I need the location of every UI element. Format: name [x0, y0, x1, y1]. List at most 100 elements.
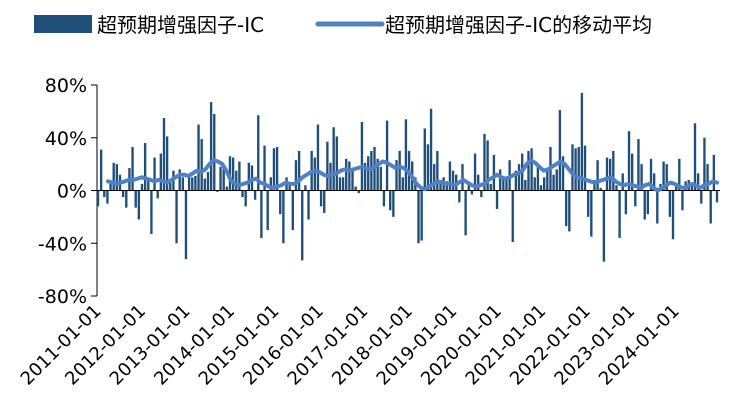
bar [505, 177, 508, 191]
bar [448, 161, 452, 191]
bar [627, 131, 631, 191]
bar [121, 190, 125, 198]
bar [272, 148, 276, 191]
bar [517, 164, 521, 191]
bar [156, 190, 159, 199]
bar [209, 102, 213, 191]
bar [301, 190, 304, 261]
bar [153, 157, 156, 191]
bar [586, 190, 590, 217]
bar [304, 185, 307, 191]
bar [181, 177, 185, 191]
bar [624, 190, 628, 215]
bar [297, 150, 301, 191]
bar [206, 172, 210, 191]
bar [96, 190, 100, 207]
bar [338, 177, 342, 191]
y-tick-label: 80% [45, 75, 87, 97]
bar [103, 190, 106, 198]
bar [420, 190, 423, 241]
bar [354, 186, 357, 191]
bar [696, 173, 700, 191]
bar [376, 158, 379, 191]
bar [360, 121, 364, 191]
bar [282, 190, 285, 244]
bar [640, 164, 643, 191]
bar [486, 140, 489, 191]
bar [580, 92, 584, 191]
bar [341, 177, 345, 191]
bar [134, 190, 137, 208]
bar [558, 110, 562, 191]
legend-bar-swatch [34, 15, 92, 33]
moving-average-line [106, 158, 719, 193]
bar [461, 164, 464, 191]
bar [203, 178, 207, 191]
bar [125, 190, 128, 208]
bar [348, 161, 351, 191]
bar [470, 190, 474, 195]
bar [222, 164, 225, 191]
bar [436, 150, 439, 191]
bar [225, 186, 229, 191]
bar [219, 166, 222, 191]
bar [137, 190, 141, 220]
bar [467, 183, 470, 191]
bar [546, 170, 549, 191]
bar [637, 139, 640, 191]
bar [423, 128, 426, 191]
bar [652, 173, 656, 191]
bar [216, 190, 219, 192]
bar [543, 177, 546, 191]
bar [398, 150, 401, 191]
bar [630, 153, 634, 191]
bar [671, 190, 675, 240]
bar [417, 190, 420, 244]
bar [395, 160, 398, 191]
bar [165, 136, 169, 191]
bar [612, 150, 615, 191]
y-axis-ticks: 80% 40% 0% -40% -80% [38, 75, 97, 308]
bar [291, 190, 294, 231]
bar [178, 169, 181, 191]
bar [618, 190, 621, 238]
bar [489, 183, 492, 191]
bar [159, 153, 163, 191]
bar [131, 146, 134, 191]
bar [228, 156, 232, 191]
bar [495, 190, 499, 209]
bar [313, 157, 316, 191]
bar [568, 190, 571, 232]
legend-label-line: 超预期增强因子-IC的移动平均 [385, 13, 652, 37]
bar [429, 108, 433, 191]
bar [605, 157, 609, 191]
bar [401, 177, 404, 191]
bar [656, 190, 659, 224]
bar [323, 190, 326, 213]
bar [712, 154, 716, 191]
bar [715, 190, 719, 203]
bar [115, 164, 119, 191]
y-tick-label: 40% [45, 128, 87, 150]
bar [480, 190, 483, 198]
bar [678, 158, 681, 191]
bar [404, 119, 408, 191]
bar [451, 170, 455, 191]
bar [235, 170, 238, 191]
bar [260, 190, 263, 238]
bar [530, 148, 533, 191]
bar [599, 187, 602, 191]
bar [197, 124, 200, 191]
bar [539, 185, 543, 191]
bar [590, 190, 593, 237]
bar [593, 179, 596, 191]
bar [643, 190, 646, 220]
bar [319, 190, 323, 207]
y-tick-label: -80% [38, 286, 87, 308]
bar [511, 190, 514, 242]
bar [269, 177, 272, 191]
bar [351, 170, 354, 191]
bar [253, 190, 257, 200]
bar [244, 190, 247, 207]
